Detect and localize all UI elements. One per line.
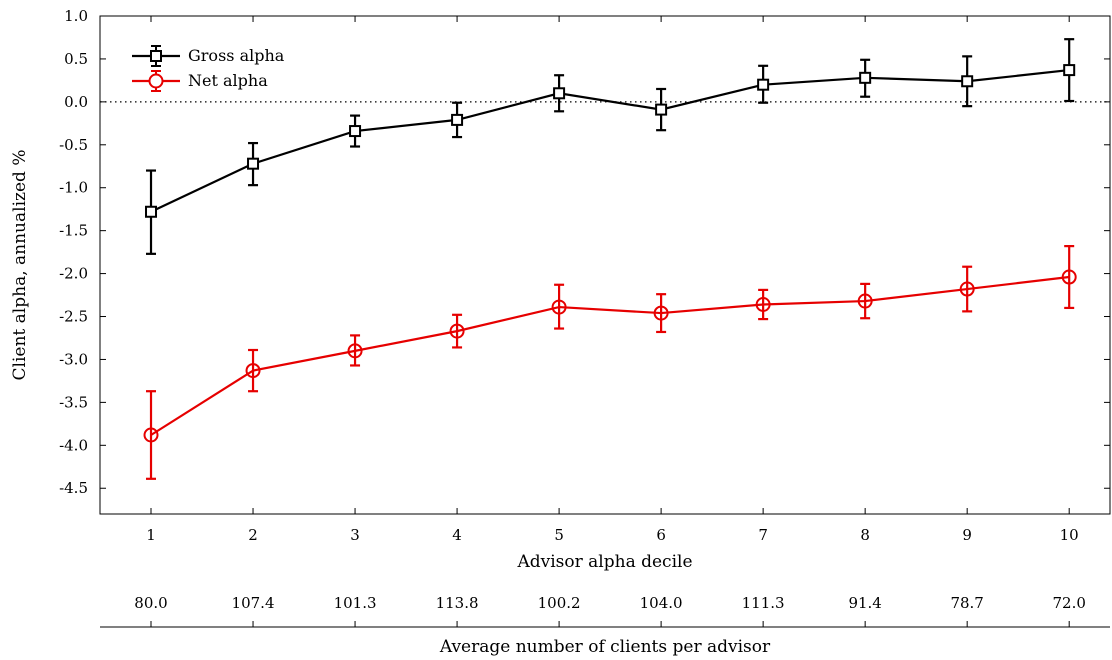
data-point xyxy=(349,125,362,138)
x-tick-label: 6 xyxy=(656,526,666,544)
secondary-tick-label: 111.3 xyxy=(742,594,785,612)
series-net-alpha xyxy=(143,245,1077,480)
plot-frame xyxy=(99,15,1111,515)
data-point xyxy=(1063,64,1076,77)
data-point xyxy=(1061,269,1077,285)
secondary-tick-label: 104.0 xyxy=(640,594,683,612)
x-tick-label: 7 xyxy=(758,526,768,544)
x-tick-label: 1 xyxy=(146,526,156,544)
secondary-tick-label: 101.3 xyxy=(334,594,377,612)
y-tick-label: -1.0 xyxy=(59,179,88,197)
y-ticks: 1.0 0.5 0.0 -0.5 -1.0 -1.5 -2.0 -2.5 -3.0 -3.5 -4.… xyxy=(59,7,1110,497)
secondary-tick-label: 80.0 xyxy=(134,594,167,612)
y-tick-label: -2.0 xyxy=(59,265,88,283)
x-tick-label: 5 xyxy=(554,526,564,544)
data-point xyxy=(653,305,669,321)
x-tick-label: 4 xyxy=(452,526,462,544)
y-tick-label: -4.0 xyxy=(59,436,88,454)
data-point xyxy=(755,296,771,312)
y-tick-label: 0.0 xyxy=(64,93,88,111)
data-point xyxy=(959,281,975,297)
x-ticks: 1 2 3 4 5 6 7 8 9 10 xyxy=(146,16,1079,544)
secondary-tick-label: 107.4 xyxy=(232,594,275,612)
secondary-axis-title: Average number of clients per advisor xyxy=(439,637,771,657)
data-point xyxy=(857,293,873,309)
secondary-tick-label: 78.7 xyxy=(950,594,983,612)
legend-entry: Gross alpha xyxy=(132,45,285,67)
x-tick-label: 3 xyxy=(350,526,360,544)
data-point xyxy=(449,323,465,339)
y-tick-label: -3.0 xyxy=(59,350,88,368)
data-point xyxy=(245,363,261,379)
data-point xyxy=(143,427,159,443)
secondary-axis: 80.0 107.4 101.3 113.8 100.2 104.0 111.3 91.4 78… xyxy=(100,594,1110,628)
secondary-tick-label: 113.8 xyxy=(436,594,479,612)
y-tick-label: -3.5 xyxy=(59,393,88,411)
y-tick-label: -4.5 xyxy=(59,479,88,497)
x-axis-title: Advisor alpha decile xyxy=(516,552,692,572)
x-tick-label: 9 xyxy=(962,526,972,544)
secondary-tick-label: 72.0 xyxy=(1052,594,1085,612)
data-point xyxy=(145,205,158,218)
data-point xyxy=(655,103,668,116)
legend: Gross alpha Net alpha xyxy=(132,45,285,92)
legend-entry: Net alpha xyxy=(132,70,268,92)
data-point xyxy=(961,75,974,88)
y-axis-title: Client alpha, annualized % xyxy=(10,150,30,381)
data-point xyxy=(247,157,260,170)
data-point xyxy=(551,299,567,315)
data-point xyxy=(553,87,566,100)
axes xyxy=(99,15,1111,515)
data-point xyxy=(347,343,363,359)
y-tick-label: -1.5 xyxy=(59,222,88,240)
legend-label: Net alpha xyxy=(188,71,268,90)
series-line xyxy=(150,275,1070,436)
secondary-tick-label: 100.2 xyxy=(538,594,581,612)
y-tick-label: 1.0 xyxy=(64,7,88,25)
legend-marker xyxy=(150,50,162,62)
series-gross-alpha xyxy=(145,38,1076,255)
x-tick-label: 2 xyxy=(248,526,258,544)
series-line xyxy=(150,68,1070,213)
legend-marker xyxy=(148,73,164,89)
y-tick-label: 0.5 xyxy=(64,50,88,68)
x-tick-label: 8 xyxy=(860,526,870,544)
x-tick-label: 10 xyxy=(1060,526,1079,544)
legend-label: Gross alpha xyxy=(188,46,285,65)
y-tick-label: -0.5 xyxy=(59,136,88,154)
data-point xyxy=(451,113,464,126)
y-tick-label: -2.5 xyxy=(59,308,88,326)
data-point xyxy=(757,78,770,91)
series-layer xyxy=(143,38,1077,480)
secondary-tick-label: 91.4 xyxy=(848,594,881,612)
data-point xyxy=(859,71,872,84)
